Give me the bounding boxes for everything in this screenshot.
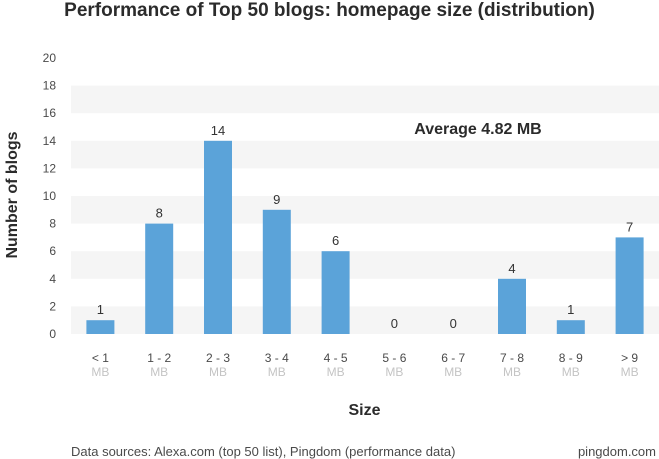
bar-value-label: 6 xyxy=(332,233,339,248)
bar-value-label: 8 xyxy=(156,206,163,221)
x-tick-unit: MB xyxy=(385,365,403,379)
x-tick-label: 5 - 6 xyxy=(382,351,406,365)
x-tick-unit: MB xyxy=(91,365,109,379)
bar xyxy=(204,140,232,334)
x-tick-label: < 1 xyxy=(92,351,109,365)
data-sources-note: Data sources: Alexa.com (top 50 list), P… xyxy=(71,444,456,459)
x-tick-label: > 9 xyxy=(621,351,638,365)
y-tick-label: 12 xyxy=(43,161,57,175)
y-tick-label: 14 xyxy=(43,134,57,148)
bar xyxy=(86,320,115,334)
bar xyxy=(556,320,585,334)
bar-value-label: 0 xyxy=(391,316,398,331)
x-tick-unit: MB xyxy=(150,365,168,379)
y-tick-label: 16 xyxy=(43,106,57,120)
y-tick-label: 18 xyxy=(43,79,57,93)
bar-value-label: 1 xyxy=(97,302,104,317)
bar-value-label: 4 xyxy=(508,261,515,276)
bar-value-label: 0 xyxy=(450,316,457,331)
x-tick-label: 4 - 5 xyxy=(324,351,348,365)
x-tick-label: 6 - 7 xyxy=(441,351,465,365)
y-tick-label: 0 xyxy=(49,327,56,341)
x-tick-unit: MB xyxy=(444,365,462,379)
bar xyxy=(498,278,526,334)
x-axis-label: Size xyxy=(348,402,381,419)
x-tick-unit: MB xyxy=(562,365,580,379)
y-tick-label: 20 xyxy=(43,51,57,65)
brand-credit: pingdom.com xyxy=(577,444,656,459)
y-tick-label: 6 xyxy=(49,244,56,258)
bar-value-label: 14 xyxy=(211,123,225,138)
x-tick-label: 3 - 4 xyxy=(265,351,289,365)
bar-value-label: 1 xyxy=(567,302,574,317)
bar-value-label: 7 xyxy=(626,219,633,234)
y-tick-label: 10 xyxy=(43,189,57,203)
x-tick-unit: MB xyxy=(209,365,227,379)
y-tick-label: 8 xyxy=(49,217,56,231)
x-tick-unit: MB xyxy=(503,365,521,379)
bar xyxy=(262,209,291,334)
y-axis-label: Number of blogs xyxy=(4,131,21,259)
x-tick-unit: MB xyxy=(268,365,286,379)
x-tick-label: 2 - 3 xyxy=(206,351,230,365)
bar xyxy=(145,223,174,334)
bar xyxy=(615,237,644,334)
grid-band xyxy=(71,85,659,114)
chart-title: Performance of Top 50 blogs: homepage si… xyxy=(64,0,595,21)
x-tick-label: 8 - 9 xyxy=(559,351,583,365)
y-tick-label: 2 xyxy=(49,299,56,313)
x-tick-label: 7 - 8 xyxy=(500,351,524,365)
x-tick-label: 1 - 2 xyxy=(147,351,171,365)
y-tick-label: 4 xyxy=(49,272,56,286)
x-tick-unit: MB xyxy=(327,365,345,379)
average-annotation: Average 4.82 MB xyxy=(414,121,541,138)
bar-value-label: 9 xyxy=(273,192,280,207)
x-tick-unit: MB xyxy=(621,365,639,379)
grid-band xyxy=(71,140,659,169)
bar xyxy=(321,251,350,334)
grid-band xyxy=(71,196,659,224)
